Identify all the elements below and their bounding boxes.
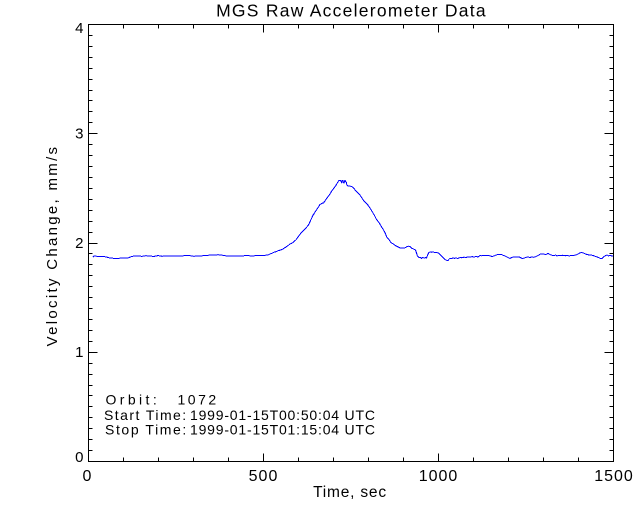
svg-text:Stop Time:: Stop Time: [105, 422, 188, 438]
svg-text:1999-01-15T00:50:04 UTC: 1999-01-15T00:50:04 UTC [190, 407, 376, 423]
svg-text:1000: 1000 [419, 468, 459, 485]
svg-text:1500: 1500 [594, 468, 634, 485]
svg-text:0: 0 [75, 449, 83, 466]
svg-text:Start Time:: Start Time: [104, 407, 188, 423]
svg-text:Velocity Change, mm/s: Velocity Change, mm/s [44, 145, 61, 347]
svg-text:1072: 1072 [178, 392, 219, 408]
svg-text:3: 3 [75, 126, 83, 143]
svg-text:MGS Raw Accelerometer Data: MGS Raw Accelerometer Data [216, 1, 487, 21]
svg-text:1: 1 [75, 344, 83, 361]
svg-text:Orbit:: Orbit: [106, 392, 161, 408]
svg-text:0: 0 [83, 468, 92, 485]
svg-text:1999-01-15T01:15:04 UTC: 1999-01-15T01:15:04 UTC [190, 422, 376, 438]
svg-text:500: 500 [249, 468, 279, 485]
svg-text:Time, sec: Time, sec [313, 484, 387, 501]
svg-text:4: 4 [75, 20, 83, 37]
svg-text:2: 2 [75, 235, 83, 252]
